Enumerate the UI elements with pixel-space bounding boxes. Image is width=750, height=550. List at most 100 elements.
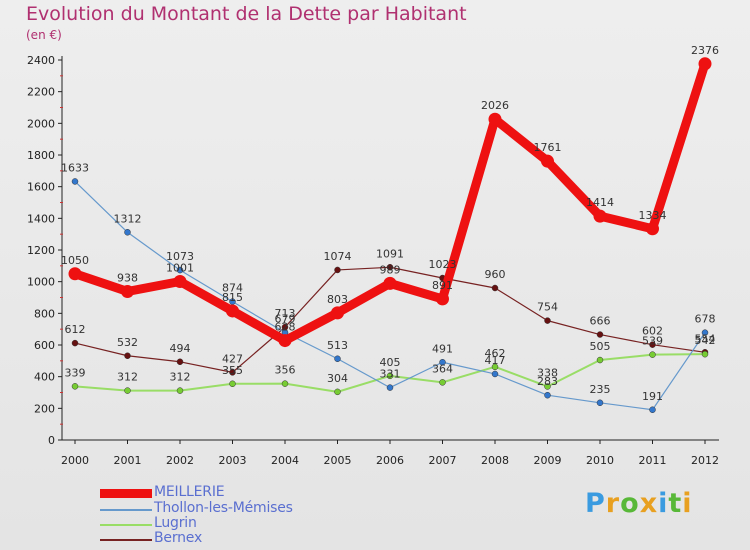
series-point-0 <box>698 57 712 71</box>
data-label-0: 891 <box>432 279 453 292</box>
data-label-0: 989 <box>380 263 401 276</box>
series-point-0 <box>488 112 502 126</box>
series-point-1 <box>491 370 499 378</box>
data-label-1: 1633 <box>61 161 89 174</box>
series-point-1 <box>124 229 131 236</box>
data-label-1: 283 <box>537 375 558 388</box>
legend-swatch-thollon <box>100 509 152 511</box>
data-label-3: 754 <box>537 301 558 314</box>
data-label-3: 554 <box>695 332 716 345</box>
data-label-0: 815 <box>222 291 243 304</box>
legend-swatch-lugrin <box>100 524 152 526</box>
x-tick-label: 2005 <box>324 454 352 467</box>
series-point-0 <box>331 306 344 320</box>
data-label-3: 1023 <box>429 258 457 271</box>
x-tick-label: 2000 <box>61 454 89 467</box>
series-point-0 <box>541 154 554 168</box>
data-label-1: 679 <box>275 312 296 325</box>
data-label-0: 628 <box>275 321 296 334</box>
data-label-2: 405 <box>380 356 401 369</box>
series-point-2 <box>491 363 499 371</box>
data-label-1: 1073 <box>166 250 194 263</box>
series-point-3 <box>544 317 551 324</box>
data-label-2: 462 <box>485 347 506 360</box>
series-point-1 <box>596 399 604 407</box>
series-point-0 <box>383 276 397 290</box>
series-point-0 <box>593 209 607 223</box>
data-label-1: 513 <box>327 339 348 352</box>
y-tick-label: 2000 <box>27 117 55 130</box>
series-point-0 <box>226 304 239 318</box>
series-point-2 <box>701 350 709 358</box>
y-tick-label: 1200 <box>27 244 55 257</box>
data-label-0: 1050 <box>61 254 89 267</box>
series-point-1 <box>701 329 709 336</box>
series-point-2 <box>176 387 184 394</box>
series-point-0 <box>173 275 187 289</box>
y-tick-label: 1400 <box>27 212 55 225</box>
y-tick-label: 1800 <box>27 149 55 162</box>
proxiti-logo-letter: P <box>585 488 606 519</box>
proxiti-logo-letter: i <box>658 488 669 519</box>
series-point-1 <box>334 355 341 363</box>
chart-title: Evolution du Montant de la Dette par Hab… <box>26 3 467 25</box>
y-tick-label: 2200 <box>27 86 55 99</box>
x-tick-label: 2009 <box>534 454 562 467</box>
proxiti-logo-letter: o <box>620 488 640 519</box>
series-point-2 <box>334 388 341 396</box>
legend-label-bernex: Bernex <box>154 530 203 546</box>
data-label-0: 1761 <box>534 141 562 154</box>
data-label-0: 1001 <box>166 262 194 275</box>
series-point-1 <box>71 178 79 185</box>
data-label-3: 532 <box>117 336 138 349</box>
x-tick-label: 2001 <box>114 454 142 467</box>
legend-label-thollon: Thollon-les-Mémises <box>154 500 293 516</box>
data-label-1: 417 <box>485 354 506 367</box>
x-tick-label: 2006 <box>376 454 404 467</box>
series-point-2 <box>124 387 131 394</box>
x-tick-label: 2003 <box>219 454 247 467</box>
data-label-2: 364 <box>432 362 453 375</box>
series-point-3 <box>176 358 184 366</box>
x-tick-label: 2008 <box>481 454 509 467</box>
series-point-0 <box>121 284 134 298</box>
legend-label-lugrin: Lugrin <box>154 515 197 531</box>
y-tick-label: 1600 <box>27 181 55 194</box>
series-point-2 <box>229 380 236 388</box>
data-label-3: 960 <box>485 268 506 281</box>
series-point-1 <box>544 391 551 399</box>
data-label-3: 612 <box>65 323 86 336</box>
data-label-3: 602 <box>642 325 663 338</box>
series-point-2 <box>439 379 446 386</box>
data-label-0: 1334 <box>639 209 667 222</box>
chart-axes: 0 200 400 600 800 1000 1200 1400 1600 1800 2000 220… <box>27 54 719 467</box>
proxiti-logo: Proxiti <box>585 488 693 519</box>
series-point-3 <box>229 369 236 376</box>
proxiti-logo-letter: r <box>605 488 621 519</box>
data-label-0: 2376 <box>691 44 719 57</box>
series-point-2 <box>281 380 289 387</box>
proxiti-logo-letter: x <box>639 488 659 519</box>
series-point-3 <box>491 284 499 292</box>
x-tick-label: 2002 <box>166 454 194 467</box>
data-label-0: 2026 <box>481 99 509 112</box>
series-point-1 <box>176 266 184 274</box>
data-label-2: 338 <box>537 366 558 379</box>
series-point-3 <box>71 339 79 347</box>
data-label-3: 666 <box>590 315 611 328</box>
data-label-0: 803 <box>327 293 348 306</box>
y-tick-label: 2400 <box>27 54 55 67</box>
data-label-1: 331 <box>380 368 401 381</box>
series-point-3 <box>334 266 341 274</box>
legend-label-meillerie: MEILLERIE <box>154 484 225 500</box>
legend-swatch-meillerie <box>100 489 152 498</box>
chart-lines <box>68 57 712 414</box>
series-point-2 <box>544 383 551 390</box>
series-point-2 <box>649 351 656 358</box>
x-tick-label: 2004 <box>271 454 299 467</box>
data-label-2: 355 <box>222 364 243 377</box>
data-label-2: 312 <box>170 371 191 384</box>
